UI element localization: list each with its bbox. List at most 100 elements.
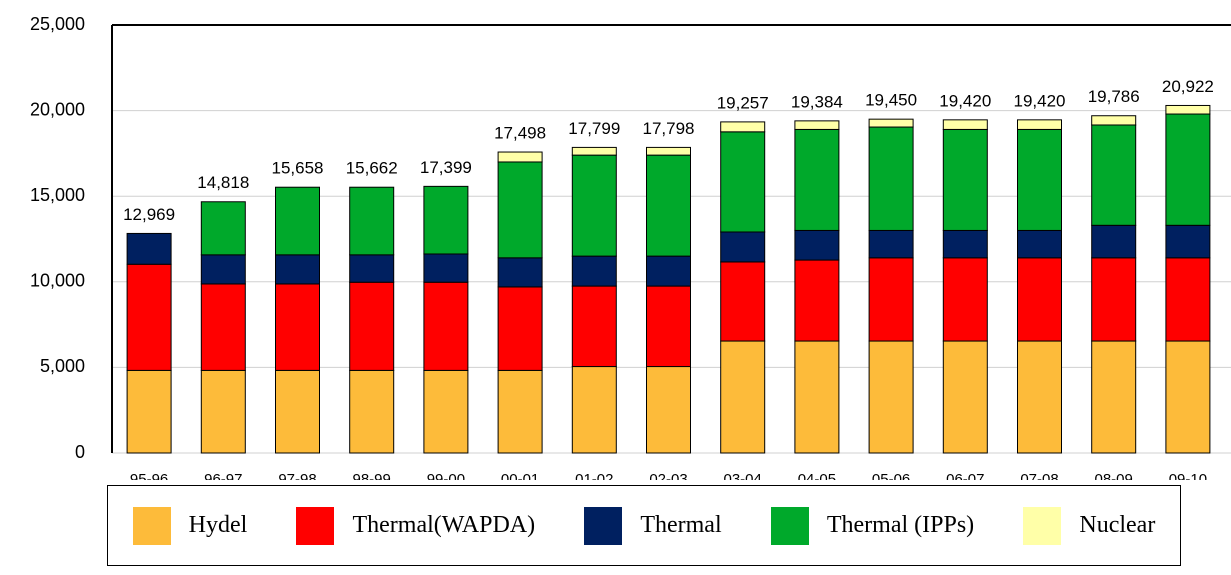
legend-label: Thermal <box>640 512 722 538</box>
bar-segment <box>794 128 840 231</box>
bar-segment <box>794 229 840 261</box>
x-tick-label: 06-07 <box>946 471 984 480</box>
bar-segment <box>646 366 691 454</box>
legend-item: Thermal(WAPDA) <box>296 506 535 545</box>
bar-segment <box>200 283 246 371</box>
bar-segment <box>200 201 246 256</box>
legend-item: Thermal (IPPs) <box>770 506 975 545</box>
bar-segment <box>571 154 617 257</box>
x-tick-label: 09-10 <box>1169 471 1207 480</box>
x-tick-label: 05-06 <box>872 471 910 480</box>
bar-segment <box>126 232 172 265</box>
y-tick-label: 5,000 <box>40 356 85 376</box>
x-tick-label: 03-04 <box>724 471 762 480</box>
bar-segment <box>126 369 172 454</box>
bar-segment <box>646 146 691 156</box>
bar-segment <box>1091 115 1137 126</box>
bar-segment <box>349 254 395 283</box>
bar-segment <box>571 255 617 287</box>
legend-label: Hydel <box>188 512 248 538</box>
legend-swatch <box>132 506 171 545</box>
bar-segment <box>1017 229 1062 259</box>
bar-segment <box>868 118 914 128</box>
legend: Hydel Thermal(WAPDA) Thermal Thermal (IPPs)… <box>107 485 1181 566</box>
bar-segment <box>1017 340 1062 454</box>
bar-segment <box>1165 257 1211 342</box>
x-tick-label: 97-98 <box>278 471 316 480</box>
bar-segment <box>942 128 988 231</box>
bar-segment <box>349 369 395 454</box>
bar-segment <box>126 263 172 371</box>
bar-segment <box>423 369 469 454</box>
x-tick-label: 01-02 <box>575 471 613 480</box>
total-label: 20,922 <box>1162 77 1214 96</box>
bar-segment <box>720 121 766 133</box>
total-label: 17,799 <box>568 119 620 138</box>
x-tick-label: 04-05 <box>798 471 836 480</box>
bar-segment <box>275 186 320 256</box>
bar-segment <box>868 340 914 454</box>
bar-segment <box>720 261 766 342</box>
bar-segment <box>1017 128 1062 231</box>
x-tick-label: 99-00 <box>427 471 465 480</box>
bar-segment <box>942 119 988 130</box>
total-label: 19,257 <box>717 93 769 112</box>
bar-segment <box>423 253 469 283</box>
x-tick-label: 95-96 <box>130 471 168 480</box>
bar-segment <box>200 254 246 285</box>
chart: 0 5,000 10,000 15,000 20,000 25,000 95-96 12,96… <box>30 14 1231 480</box>
bar-segment <box>1017 257 1062 342</box>
legend-swatch <box>770 506 809 545</box>
legend-item: Thermal <box>584 506 722 545</box>
y-tick-label: 20,000 <box>30 99 85 119</box>
bar-segment <box>646 285 691 368</box>
bar-segment <box>349 281 395 371</box>
total-label: 19,786 <box>1088 87 1140 106</box>
bar-segment <box>275 369 320 454</box>
bar-segment <box>794 340 840 454</box>
total-label: 17,798 <box>643 119 695 138</box>
bar-segment <box>497 161 543 259</box>
bar-segment <box>1017 119 1062 130</box>
bar-segment <box>868 126 914 231</box>
bar-segment <box>720 231 766 263</box>
total-label: 19,450 <box>865 91 917 110</box>
bar-segment <box>497 257 543 288</box>
bar-segment <box>794 120 840 130</box>
legend-item: Hydel <box>132 506 248 545</box>
bar-segment <box>571 146 617 156</box>
legend-swatch <box>296 506 335 545</box>
y-tick-label: 10,000 <box>30 271 85 291</box>
bar-segment <box>1091 257 1137 342</box>
bar-segment <box>868 257 914 342</box>
bar-segment <box>1165 104 1211 115</box>
bar-segment <box>497 151 543 163</box>
y-tick-label: 0 <box>75 442 85 462</box>
total-label: 17,498 <box>494 124 546 143</box>
bar-segment <box>1165 224 1211 259</box>
bar-segment <box>720 131 766 233</box>
bar-segment <box>646 154 691 257</box>
bar-segment <box>423 281 469 371</box>
bar-segment <box>794 259 840 342</box>
y-tick-label: 15,000 <box>30 185 85 205</box>
legend-item: Nuclear <box>1023 506 1155 545</box>
bar-segment <box>497 369 543 454</box>
bar-segment <box>200 369 246 454</box>
bar-segment <box>571 285 617 368</box>
total-label: 15,658 <box>272 159 324 178</box>
x-tick-label: 02-03 <box>649 471 687 480</box>
total-label: 17,399 <box>420 158 472 177</box>
bar-segment <box>942 340 988 454</box>
bar-segment <box>349 186 395 256</box>
total-label: 19,420 <box>939 91 991 110</box>
bar-segment <box>942 229 988 259</box>
bar-segment <box>497 286 543 371</box>
x-tick-label: 00-01 <box>501 471 539 480</box>
total-label: 15,662 <box>346 159 398 178</box>
bar-segment <box>1165 113 1211 226</box>
bar-segment <box>942 257 988 342</box>
y-tick-label: 25,000 <box>30 14 85 34</box>
legend-label: Thermal (IPPs) <box>826 512 975 538</box>
